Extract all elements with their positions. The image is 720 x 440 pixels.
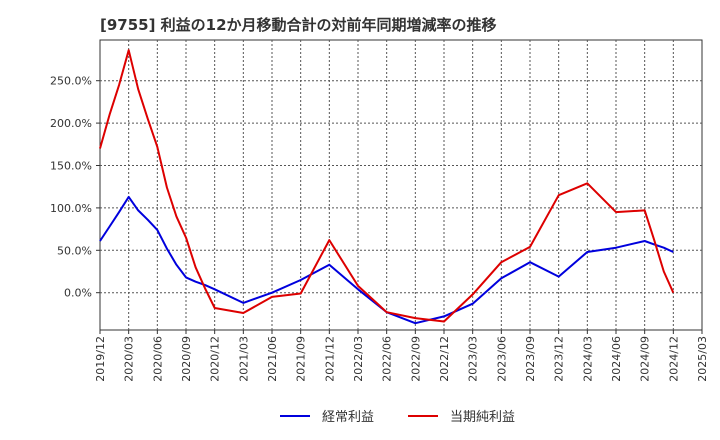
legend-label-1: 経常利益 — [322, 410, 374, 425]
plot-area — [99, 39, 703, 331]
y-tick-label: 50.0% — [57, 244, 92, 257]
x-tick-label: 2024/09 — [639, 336, 652, 382]
x-tick-label: 2023/06 — [495, 336, 508, 382]
x-tick-label: 2022/09 — [409, 336, 422, 382]
series-line-1 — [99, 195, 674, 325]
x-tick-label: 2020/06 — [151, 336, 164, 382]
x-tick-label: 2021/03 — [237, 336, 250, 382]
x-tick-label: 2025/03 — [696, 336, 709, 382]
x-tick-label: 2020/12 — [209, 336, 222, 382]
legend-label-2: 当期純利益 — [450, 410, 515, 425]
series-lines — [99, 49, 675, 325]
x-tick-label: 2020/09 — [180, 336, 193, 382]
vertical-gridlines — [128, 40, 674, 330]
x-tick-label: 2023/03 — [467, 336, 480, 382]
series-line-2 — [99, 49, 675, 323]
x-axis-tick-labels: 2019/12 2020/03 2020/06 2020/09 2020/12 2021/… — [94, 330, 709, 382]
y-tick-label: 0.0% — [64, 287, 92, 300]
x-tick-label: 2024/12 — [667, 336, 680, 382]
x-tick-label: 2023/09 — [524, 336, 537, 382]
x-tick-label: 2024/06 — [610, 336, 623, 382]
y-tick-label: 200.0% — [50, 117, 92, 130]
y-axis-tick-labels: 0.0% 50.0% 100.0% 150.0% 200.0% 250.0% — [50, 75, 100, 300]
legend: 経常利益 当期純利益 — [280, 410, 515, 425]
x-tick-label: 2021/12 — [323, 336, 336, 382]
x-tick-label: 2021/06 — [266, 336, 279, 382]
x-tick-label: 2020/03 — [123, 336, 136, 382]
x-tick-label: 2024/03 — [581, 336, 594, 382]
x-tick-label: 2022/12 — [438, 336, 451, 382]
y-tick-label: 150.0% — [50, 159, 92, 172]
x-tick-label: 2021/09 — [295, 336, 308, 382]
x-tick-label: 2023/12 — [553, 336, 566, 382]
x-tick-label: 2022/03 — [352, 336, 365, 382]
chart-title: [9755] 利益の12か月移動合計の対前年同期増減率の推移 — [100, 16, 497, 34]
x-tick-label: 2019/12 — [94, 336, 107, 382]
x-tick-label: 2022/06 — [381, 336, 394, 382]
y-tick-label: 250.0% — [50, 75, 92, 88]
horizontal-gridlines — [100, 80, 702, 294]
y-tick-label: 100.0% — [50, 202, 92, 215]
